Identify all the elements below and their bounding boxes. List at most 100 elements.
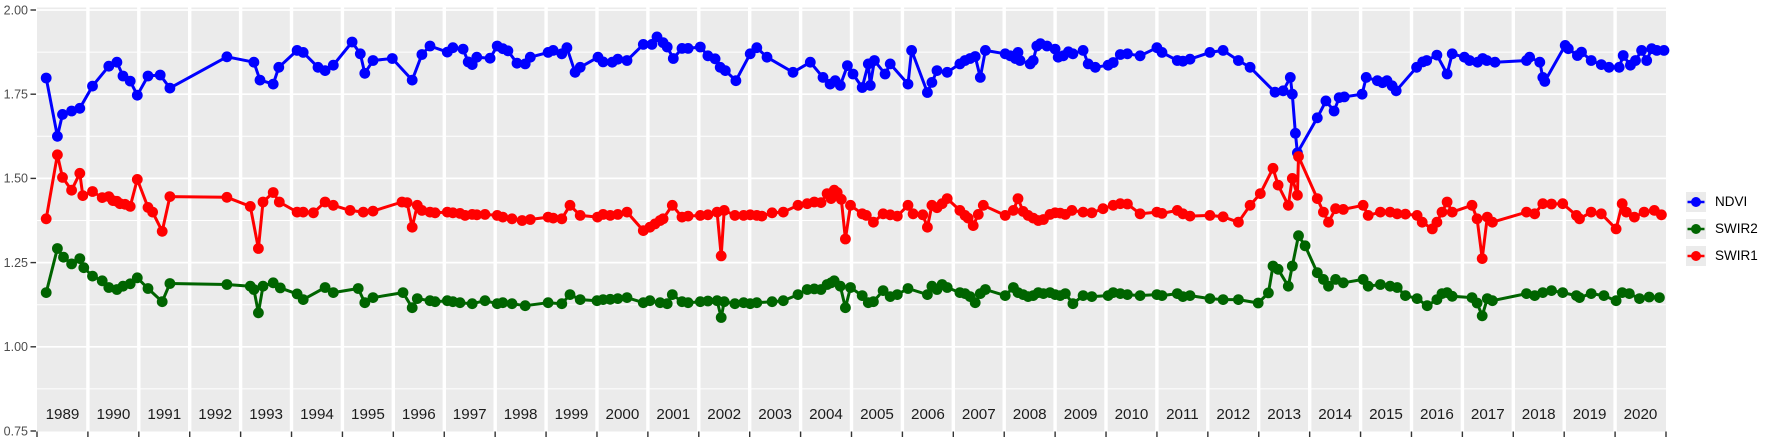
data-point — [497, 211, 509, 223]
data-point — [221, 191, 233, 203]
data-point — [917, 209, 929, 221]
data-point — [1286, 260, 1298, 272]
data-point — [666, 289, 678, 300]
data-point — [1464, 55, 1475, 66]
legend-key-icon — [1686, 246, 1706, 266]
data-point — [454, 297, 466, 309]
legend-label: SWIR1 — [1715, 248, 1758, 263]
data-point — [1585, 55, 1597, 66]
data-point — [860, 210, 872, 221]
data-point — [840, 302, 851, 314]
data-point — [1269, 86, 1281, 98]
data-point — [1476, 253, 1488, 264]
data-point — [1284, 72, 1296, 83]
data-point — [367, 292, 379, 303]
data-point — [869, 55, 880, 66]
data-point — [1292, 189, 1303, 201]
data-point — [974, 72, 986, 83]
data-point — [766, 207, 778, 219]
data-point — [1320, 95, 1332, 107]
data-point — [815, 197, 827, 209]
data-point — [657, 213, 669, 225]
data-point — [877, 285, 889, 296]
data-point — [1277, 85, 1289, 97]
data-point — [561, 42, 573, 54]
data-point — [661, 298, 673, 310]
data-point — [1067, 48, 1079, 60]
data-point — [1049, 43, 1061, 55]
data-point — [1487, 216, 1498, 228]
data-point — [40, 72, 52, 84]
data-point — [1066, 205, 1078, 216]
year-label: 2002 — [707, 406, 741, 423]
data-point — [980, 45, 991, 56]
data-point — [516, 215, 528, 226]
data-point — [479, 295, 491, 307]
data-point — [87, 186, 98, 197]
year-label: 2003 — [758, 406, 792, 423]
data-point — [792, 289, 804, 300]
data-point — [471, 209, 483, 221]
data-point — [506, 213, 518, 225]
data-point — [1634, 293, 1645, 304]
data-point — [524, 214, 536, 225]
data-point — [359, 67, 371, 79]
data-point — [156, 296, 168, 308]
data-point — [1391, 282, 1403, 293]
data-point — [1620, 206, 1632, 218]
data-point — [766, 296, 778, 308]
data-point — [612, 209, 624, 220]
data-point — [967, 220, 979, 232]
data-point — [999, 210, 1011, 221]
data-point — [1254, 188, 1266, 200]
data-point — [1233, 294, 1244, 305]
data-point — [406, 221, 418, 233]
data-point — [519, 300, 531, 312]
x-axis-ticks — [36, 431, 1667, 437]
data-point — [1059, 288, 1071, 299]
data-point — [1233, 216, 1244, 228]
data-point — [1134, 208, 1146, 220]
data-point — [1323, 216, 1334, 228]
data-point — [715, 250, 727, 262]
data-point — [352, 283, 364, 294]
y-axis-labels: 2.00 1.75 1.50 1.25 1.00 0.75 — [4, 3, 28, 438]
year-label: 1990 — [97, 406, 131, 423]
data-point — [1534, 56, 1546, 68]
year-label: 1998 — [504, 406, 538, 423]
data-point — [574, 210, 586, 221]
data-point — [702, 295, 714, 307]
data-point — [884, 58, 896, 70]
data-point — [52, 149, 63, 161]
data-point — [902, 283, 914, 294]
data-point — [1574, 213, 1585, 225]
data-point — [1416, 216, 1428, 228]
legend-key-icon — [1686, 219, 1706, 239]
data-point — [847, 68, 859, 80]
data-point — [1643, 291, 1655, 303]
data-point — [1546, 198, 1557, 210]
data-point — [1122, 48, 1133, 60]
data-point — [40, 213, 52, 225]
data-point — [702, 209, 714, 221]
data-point — [273, 61, 285, 73]
data-point — [1086, 207, 1098, 219]
data-point — [248, 284, 260, 295]
data-point — [977, 199, 989, 211]
data-point — [164, 278, 176, 289]
data-point — [1337, 277, 1349, 289]
data-point — [221, 51, 233, 63]
data-point — [1537, 287, 1549, 298]
legend: NDVI SWIR2 SWIR1 — [1686, 192, 1758, 266]
data-point — [1293, 230, 1304, 242]
data-point — [751, 297, 763, 309]
data-point — [1318, 206, 1329, 218]
data-point — [1521, 288, 1532, 299]
data-point — [344, 205, 356, 216]
data-point — [999, 290, 1011, 301]
data-point — [111, 56, 123, 68]
data-point — [1134, 290, 1146, 301]
data-point — [756, 210, 768, 222]
data-point — [1122, 289, 1133, 300]
data-point — [787, 66, 799, 78]
